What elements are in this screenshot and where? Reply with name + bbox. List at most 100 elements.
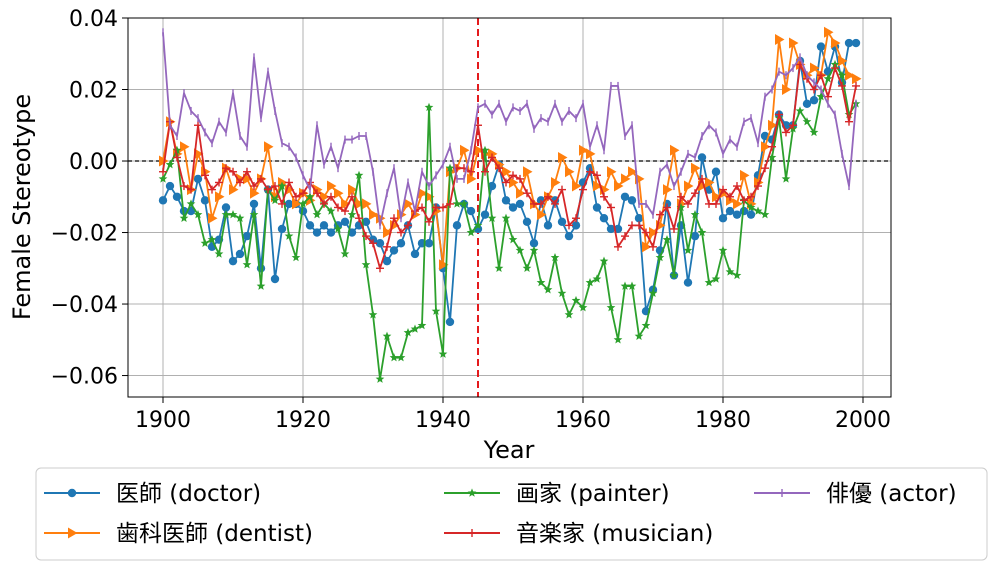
data-point bbox=[418, 187, 428, 199]
data-point bbox=[481, 167, 489, 176]
data-point bbox=[495, 159, 505, 171]
data-point bbox=[593, 171, 601, 180]
data-point bbox=[270, 195, 280, 205]
data-point bbox=[165, 159, 175, 169]
data-point bbox=[466, 227, 476, 237]
data-point bbox=[837, 70, 847, 79]
legend-frame bbox=[35, 467, 988, 561]
data-point bbox=[642, 241, 652, 253]
data-point bbox=[515, 245, 525, 255]
data-point bbox=[221, 210, 231, 219]
data-point bbox=[208, 185, 216, 194]
data-point bbox=[243, 167, 251, 176]
data-point bbox=[180, 141, 190, 153]
data-point bbox=[607, 166, 617, 178]
data-point bbox=[488, 153, 496, 162]
data-point bbox=[375, 239, 385, 248]
data-point bbox=[242, 231, 252, 241]
data-point bbox=[362, 232, 370, 241]
data-point bbox=[592, 203, 602, 212]
data-point bbox=[795, 106, 805, 115]
data-point bbox=[544, 192, 552, 201]
data-point bbox=[697, 227, 707, 237]
series-3 bbox=[159, 60, 860, 273]
data-point bbox=[599, 214, 609, 223]
data-point bbox=[292, 198, 302, 210]
data-point bbox=[754, 182, 762, 191]
data-point bbox=[726, 194, 736, 206]
data-point bbox=[305, 192, 315, 201]
data-point bbox=[543, 221, 553, 230]
y-tick-label: −0.06 bbox=[51, 365, 118, 390]
data-point bbox=[726, 192, 734, 201]
data-point bbox=[193, 174, 203, 184]
data-point bbox=[452, 221, 462, 230]
data-point bbox=[257, 174, 265, 183]
data-point bbox=[487, 213, 497, 222]
legend-label: 歯科医師 (dentist) bbox=[116, 521, 313, 547]
data-point bbox=[305, 221, 315, 230]
data-point bbox=[200, 196, 210, 205]
data-point bbox=[236, 178, 244, 187]
data-point bbox=[690, 210, 700, 219]
data-point bbox=[718, 214, 728, 223]
data-point bbox=[299, 189, 307, 198]
data-point bbox=[733, 198, 743, 210]
data-point bbox=[264, 141, 274, 153]
data-point bbox=[158, 196, 168, 205]
data-point bbox=[179, 213, 189, 222]
data-point bbox=[789, 37, 799, 49]
data-point bbox=[327, 180, 337, 192]
data-point bbox=[768, 119, 778, 131]
legend-marker bbox=[468, 529, 476, 537]
data-point bbox=[229, 184, 239, 196]
data-point bbox=[642, 228, 650, 237]
data-point bbox=[572, 180, 582, 192]
data-point bbox=[600, 192, 608, 201]
data-point bbox=[634, 214, 644, 223]
data-point bbox=[670, 224, 678, 233]
data-point bbox=[277, 181, 287, 190]
data-point bbox=[292, 192, 300, 201]
data-point bbox=[655, 252, 665, 262]
x-tick-label: 1900 bbox=[135, 408, 191, 433]
data-point bbox=[614, 180, 624, 192]
data-point bbox=[698, 174, 706, 183]
data-point bbox=[838, 81, 846, 90]
data-point bbox=[362, 198, 372, 210]
data-point bbox=[844, 109, 854, 119]
data-point bbox=[445, 317, 455, 327]
data-point bbox=[739, 206, 749, 216]
data-point bbox=[571, 295, 581, 305]
y-axis-label: Female Stereotype bbox=[8, 94, 36, 320]
data-point bbox=[557, 288, 567, 298]
data-point bbox=[558, 151, 568, 163]
data-point bbox=[621, 232, 629, 241]
data-point bbox=[389, 246, 399, 255]
data-point bbox=[313, 189, 321, 198]
data-point bbox=[222, 164, 230, 173]
data-point bbox=[704, 277, 714, 287]
data-point bbox=[319, 221, 329, 230]
data-point bbox=[627, 281, 637, 290]
data-point bbox=[340, 249, 350, 258]
data-point bbox=[656, 210, 664, 219]
data-point bbox=[543, 285, 553, 294]
data-point bbox=[599, 256, 609, 265]
data-point bbox=[593, 180, 603, 192]
data-point bbox=[480, 210, 490, 219]
data-point bbox=[403, 328, 413, 337]
data-point bbox=[565, 166, 575, 178]
legend-entry: 歯科医師 (dentist) bbox=[44, 521, 313, 547]
data-point bbox=[718, 245, 728, 255]
legend-entry: 俳優 (actor) bbox=[754, 481, 957, 507]
data-point bbox=[382, 331, 392, 340]
data-point bbox=[502, 178, 510, 187]
data-point bbox=[565, 221, 573, 230]
legend-label: 俳優 (actor) bbox=[826, 481, 957, 507]
data-point bbox=[473, 220, 483, 230]
data-point bbox=[663, 184, 673, 196]
data-point bbox=[719, 185, 727, 194]
data-point bbox=[334, 203, 342, 212]
data-point bbox=[509, 171, 517, 180]
